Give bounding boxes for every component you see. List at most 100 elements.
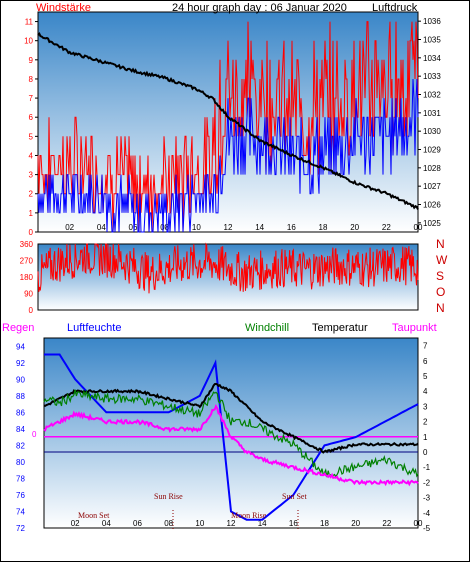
top-x-tick-label: 02 bbox=[65, 223, 74, 232]
bottom-x-tick-label: 12 bbox=[227, 519, 236, 528]
wind-tick-label: 9 bbox=[29, 56, 34, 65]
bottom-x-tick-label: 06 bbox=[133, 519, 142, 528]
temperature-tick-label: 1 bbox=[423, 433, 428, 442]
humidity-tick-label: 84 bbox=[16, 425, 25, 434]
pressure-tick-label: 1031 bbox=[423, 109, 441, 118]
bottom-x-tick-label: 22 bbox=[382, 519, 391, 528]
pressure-tick-label: 1029 bbox=[423, 146, 441, 155]
temperature-tick-label: 7 bbox=[423, 342, 428, 351]
compass-label: W bbox=[436, 253, 448, 267]
top-x-tick-label: 18 bbox=[319, 223, 328, 232]
pressure-axis-title: Luftdruck bbox=[372, 2, 418, 14]
temperature-tick-label: -5 bbox=[423, 524, 431, 533]
wind-tick-label: 5 bbox=[29, 132, 34, 141]
wind-direction-series bbox=[37, 242, 419, 294]
bottom-x-tick-label: 00 bbox=[414, 519, 423, 528]
compass-label: N bbox=[436, 301, 445, 315]
wind-tick-label: 1 bbox=[29, 209, 34, 218]
pressure-tick-label: 1032 bbox=[423, 91, 441, 100]
humidity-tick-label: 78 bbox=[16, 474, 25, 483]
direction-tick-label: 90 bbox=[24, 290, 33, 299]
bottom-x-tick-label: 20 bbox=[351, 519, 360, 528]
dewpoint-line bbox=[43, 403, 419, 487]
windchill-line bbox=[43, 389, 419, 478]
bottom-x-tick-label: 04 bbox=[102, 519, 111, 528]
wind-tick-label: 2 bbox=[29, 190, 34, 199]
pressure-tick-label: 1033 bbox=[423, 72, 441, 81]
moon-set-marker: Moon Set bbox=[78, 511, 110, 520]
compass-label: N bbox=[436, 237, 445, 251]
wind-speed-line bbox=[37, 78, 419, 233]
wind-axis-title: Windstärke bbox=[36, 2, 91, 14]
bottom-x-tick-label: 02 bbox=[71, 519, 80, 528]
humidity-tick-label: 72 bbox=[16, 524, 25, 533]
wind-tick-label: 4 bbox=[29, 151, 34, 160]
wind-tick-label: 8 bbox=[29, 75, 34, 84]
top-x-tick-label: 08 bbox=[160, 223, 169, 232]
moon-rise-marker: Moon Rise bbox=[231, 511, 267, 520]
temperature-tick-label: 2 bbox=[423, 418, 428, 427]
bottom-x-tick-label: 14 bbox=[258, 519, 267, 528]
humidity-line bbox=[44, 353, 419, 521]
direction-tick-label: 270 bbox=[20, 257, 34, 266]
humidity-tick-label: 82 bbox=[16, 441, 25, 450]
top-x-tick-label: 00 bbox=[414, 223, 423, 232]
wind-y-axis-ticks: 0 1 2 3 4 5 6 7 8 9 10 11 bbox=[24, 18, 38, 237]
bottom-x-tick-label: 18 bbox=[320, 519, 329, 528]
temperature-label: Temperatur bbox=[312, 322, 368, 334]
sun-set-marker: Sun Set bbox=[282, 492, 307, 501]
wind-tick-label: 0 bbox=[29, 228, 34, 237]
humidity-y-axis-ticks: 72 74 76 78 80 82 84 86 88 90 92 94 bbox=[16, 342, 25, 533]
humidity-tick-label: 90 bbox=[16, 375, 25, 384]
wind-tick-label: 7 bbox=[29, 94, 34, 103]
temperature-tick-label: 4 bbox=[423, 387, 428, 396]
top-x-tick-label: 20 bbox=[350, 223, 359, 232]
bottom-x-axis-ticks: 02 04 06 08 10 12 14 16 18 20 22 00 bbox=[71, 519, 423, 528]
humidity-tick-label: 94 bbox=[16, 342, 25, 351]
wind-tick-label: 10 bbox=[24, 37, 33, 46]
bottom-x-tick-label: 16 bbox=[289, 519, 298, 528]
temperature-tick-label: -4 bbox=[423, 509, 431, 518]
wind-tick-label: 11 bbox=[25, 18, 34, 27]
pressure-y-axis-ticks: 1025 1026 1027 1028 1029 1030 1031 1032 1033 1034… bbox=[418, 17, 441, 228]
chart-title: 24 hour graph day : 06 Januar 2020 bbox=[172, 2, 347, 14]
compass-label: S bbox=[436, 269, 444, 283]
rain-zero-label: 0 bbox=[32, 430, 37, 439]
temperature-tick-label: 5 bbox=[423, 372, 428, 381]
pressure-tick-label: 1026 bbox=[423, 201, 441, 210]
compass-label: O bbox=[436, 285, 445, 299]
humidity-tick-label: 92 bbox=[16, 359, 25, 368]
wind-direction-line bbox=[37, 242, 419, 294]
rain-label: Regen bbox=[2, 322, 34, 334]
humidity-tick-label: 74 bbox=[16, 507, 25, 516]
top-x-tick-label: 16 bbox=[287, 223, 296, 232]
direction-tick-label: 180 bbox=[20, 273, 34, 282]
wind-tick-label: 3 bbox=[29, 171, 34, 180]
pressure-tick-label: 1034 bbox=[423, 54, 441, 63]
humidity-tick-label: 76 bbox=[16, 491, 25, 500]
bottom-x-tick-label: 10 bbox=[195, 519, 204, 528]
pressure-tick-label: 1036 bbox=[423, 17, 441, 26]
pressure-tick-label: 1025 bbox=[423, 219, 441, 228]
climate-plot-area bbox=[43, 337, 419, 529]
top-x-axis-ticks: 02 04 06 08 10 12 14 16 18 20 22 00 bbox=[65, 223, 423, 232]
top-x-tick-label: 04 bbox=[97, 223, 106, 232]
temperature-tick-label: 6 bbox=[423, 357, 428, 366]
humidity-tick-label: 88 bbox=[16, 392, 25, 401]
temperature-tick-label: -3 bbox=[423, 494, 431, 503]
humidity-tick-label: 86 bbox=[16, 408, 25, 417]
top-x-tick-label: 12 bbox=[224, 223, 233, 232]
temperature-tick-label: -1 bbox=[423, 463, 431, 472]
dewpoint-label: Taupunkt bbox=[392, 322, 437, 334]
climate-series bbox=[43, 353, 419, 521]
pressure-line bbox=[37, 31, 419, 210]
temperature-tick-label: -2 bbox=[423, 478, 431, 487]
wind-tick-label: 6 bbox=[29, 113, 34, 122]
temperature-line bbox=[43, 382, 419, 454]
pressure-tick-label: 1030 bbox=[423, 127, 441, 136]
windchill-label: Windchill bbox=[245, 322, 289, 334]
temperature-y-axis-ticks: -5 -4 -3 -2 -1 0 1 2 3 4 5 6 7 bbox=[423, 342, 431, 533]
pressure-tick-label: 1035 bbox=[423, 36, 441, 45]
